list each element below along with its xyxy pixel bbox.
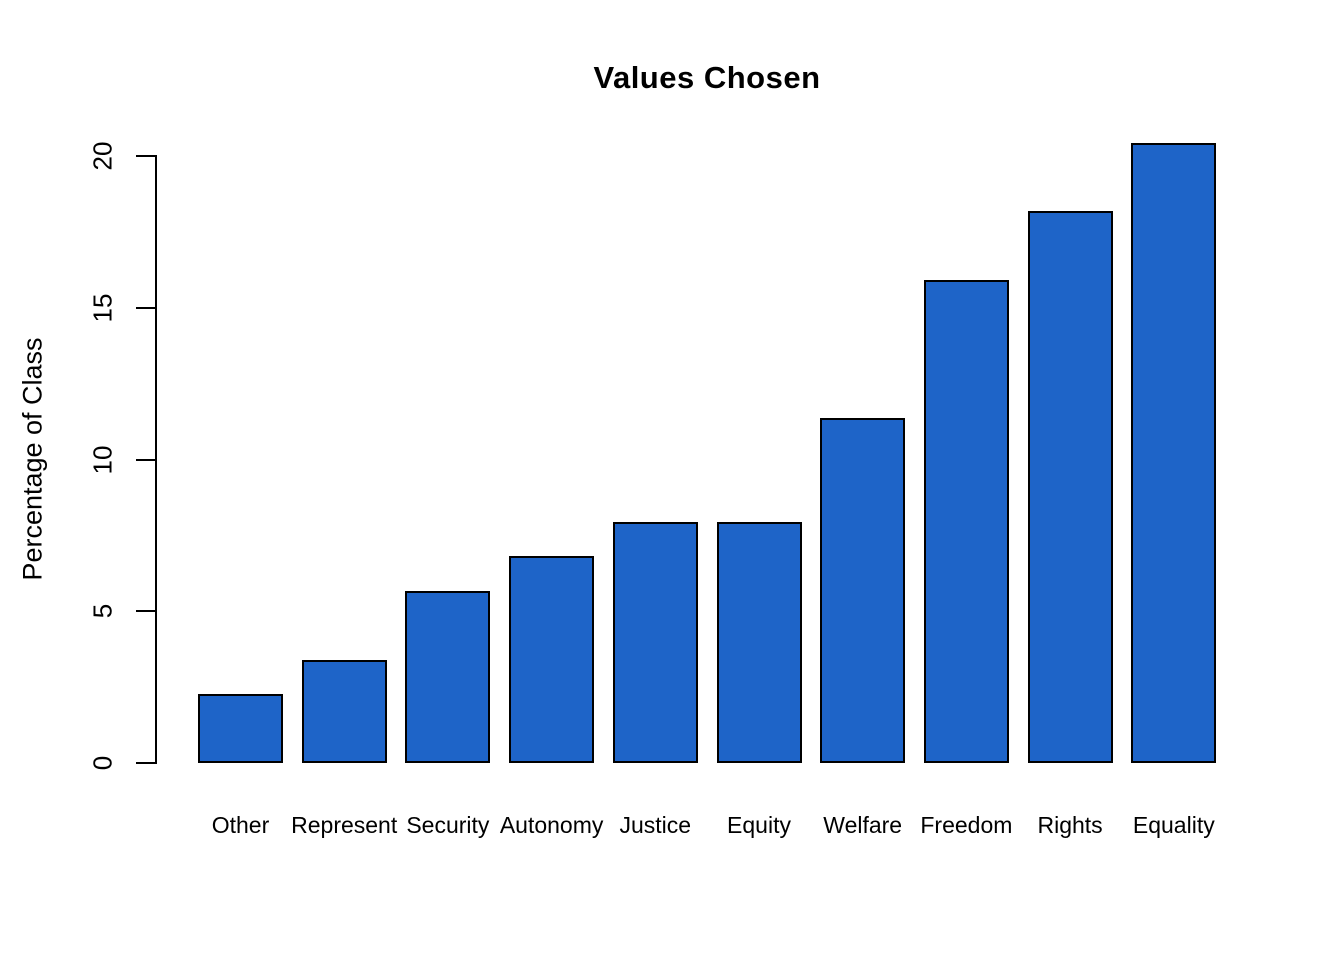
x-tick-label-rights: Rights (1037, 812, 1103, 838)
x-tick-label-equity: Equity (727, 812, 791, 838)
x-tick-label-freedom: Freedom (920, 812, 1013, 838)
y-axis-tick (136, 306, 156, 309)
bar-equality (1131, 142, 1217, 763)
y-tick-label: 5 (87, 604, 118, 619)
y-axis-line (155, 155, 157, 764)
bar-security (405, 590, 491, 763)
x-tick-label-represent: Represent (291, 812, 398, 838)
y-tick-label: 10 (87, 445, 118, 475)
x-tick-label-autonomy: Autonomy (499, 812, 604, 838)
bar-represent (301, 659, 387, 763)
y-axis-tick (136, 762, 156, 764)
y-axis-tick (136, 155, 156, 158)
bar-equity (716, 521, 802, 763)
bar-justice (612, 521, 698, 763)
y-tick-label: 0 (87, 755, 118, 771)
y-axis-label: Percentage of Class (17, 337, 48, 581)
y-axis-tick (136, 458, 156, 461)
bar-rights (1027, 211, 1113, 763)
bar-autonomy (509, 556, 595, 763)
y-axis-tick (136, 610, 156, 613)
x-tick-label-equality: Equality (1132, 812, 1215, 838)
x-tick-label-justice: Justice (619, 812, 692, 838)
x-tick-label-welfare: Welfare (823, 812, 903, 838)
bar-other (198, 694, 283, 763)
y-tick-label: 15 (87, 293, 118, 323)
y-tick-label: 20 (87, 141, 118, 171)
bar-welfare (820, 418, 906, 763)
chart-title: Values Chosen (593, 60, 821, 95)
x-tick-label-other: Other (211, 812, 270, 838)
x-tick-label-security: Security (406, 812, 490, 838)
bar-freedom (923, 280, 1009, 763)
